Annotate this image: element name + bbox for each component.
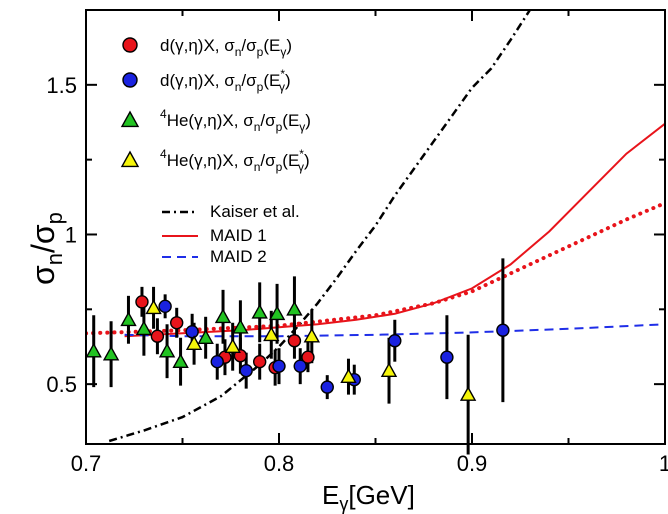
data-point-s3-3 [120,311,137,327]
data-point-s2-3 [210,354,224,369]
data-point-s3-8 [214,308,232,324]
curves-layer [86,10,665,443]
legend-label-part: (E [263,36,280,55]
data-point-s2-6 [293,359,307,373]
y-axis-title: σn/σp [25,212,67,285]
data-point-s2-4 [239,363,253,378]
legend-label-part: /σ [241,71,257,90]
x-tick-label: 0.9 [457,451,488,476]
legend-label-part: (E [282,151,299,170]
legend-label: d(γ,η)X, σn/σp(E* γ) [160,67,291,94]
legend-label-part: p [257,80,264,94]
curve-kaiser-et-al [108,10,531,443]
data-point-s4-4 [263,326,280,342]
legend-label-part: d(γ,η)X, σ [160,71,235,90]
legend-label-part: * [280,67,285,81]
legend-label-part: ) [305,111,311,130]
legend-label-part: d(γ,η)X, σ [160,36,235,55]
legend-label-part: (E [282,111,299,130]
x-tick-label: 0.7 [71,451,102,476]
axes-layer: 0.7 0.8 0.9 1 0.5 1 1.5 [46,9,668,476]
data-point-s1-6 [253,354,267,369]
data-point-s1-3 [170,316,184,330]
x-tick-label: 1 [659,451,668,476]
legend-label-part: /σ [260,111,276,130]
legend-label-part: p [276,120,283,134]
legend-label-part: ) [304,151,310,170]
data-point-s3-4 [135,320,153,336]
data-point-s2-7 [320,380,334,394]
legend-label-part: 4 [160,147,167,161]
data-point-s4-7 [380,362,398,377]
data-point-s1-2 [150,329,165,343]
data-point-s1-1 [135,295,149,309]
legend-label-part: γ [299,120,305,134]
data-point-s3-9 [232,318,249,334]
legend-label-part: n [254,160,261,174]
legend-label-part: p [276,160,283,174]
legend-label: d(γ,η)X, σn/σp(Eγ) [160,36,292,59]
data-point-s4-6 [340,368,357,383]
legend: d(γ,η)X, σn/σp(Eγ)d(γ,η)X, σn/σp(E* γ)4He… [120,36,311,266]
data-point-s3-11 [268,305,286,321]
data-point-s3-10 [251,303,268,319]
legend-line-label: Kaiser et al. [210,202,300,221]
legend-label: 4He(γ,η)X, σn/σp(Eγ) [160,107,311,134]
data-point-s4-8 [459,386,477,401]
data-point-s2-11 [496,323,510,337]
legend-label-part: ) [285,71,291,90]
data-point-s2-2 [185,325,199,339]
legend-label-part: /σ [241,36,257,55]
legend-label-part: γ [298,160,304,174]
legend-label-part: γ [279,80,285,94]
y-tick-label: 1 [65,222,77,247]
legend-label-part: n [235,80,242,94]
data-point-s2-1 [158,299,172,314]
data-point-s3-2 [102,345,120,361]
legend-label-part: /σ [260,151,276,170]
legend-line-label: MAID 2 [210,247,267,266]
curve-maid-1-dotted [86,201,665,336]
x-tick-label: 0.8 [264,451,295,476]
legend-label: 4He(γ,η)X, σn/σp(E* γ) [160,147,310,174]
legend-label-part: γ [280,45,286,59]
x-axis-title: Eγ[GeV] [322,480,415,514]
data-point-s4-5 [303,327,320,343]
data-point-s2-10 [440,350,454,364]
y-tick-label: 1.5 [46,73,77,98]
legend-marker [122,37,138,53]
legend-marker [120,150,140,168]
curve-maid-1 [124,122,665,338]
data-point-s2-9 [388,334,402,348]
data-point-s3-12 [286,300,303,316]
legend-label-part: p [257,45,264,59]
legend-label-part: (E [263,71,280,90]
data-point-s3-1 [85,342,102,358]
legend-label-part: He(γ,η)X, σ [167,151,255,170]
data-point-s1-8 [287,334,302,348]
data-point-s3-6 [172,353,189,368]
legend-label-part: He(γ,η)X, σ [167,111,255,130]
data-point-s4-3 [224,338,241,353]
legend-label-part: n [254,120,261,134]
legend-label-part: n [235,45,242,59]
data-point-s1-9 [301,350,315,364]
legend-label-part: * [299,147,304,161]
data-point-s4-2 [185,335,203,350]
legend-marker [122,72,138,88]
legend-label-part: ) [286,36,292,55]
legend-marker [120,110,140,128]
data-point-s3-5 [158,342,176,358]
points-layer [85,258,510,455]
data-point-s2-5 [272,359,286,373]
legend-line-label: MAID 1 [210,226,267,245]
legend-label-part: 4 [160,107,167,121]
data-point-s3-7 [197,329,214,344]
y-tick-label: 0.5 [46,372,77,397]
data-point-s4-1 [145,299,162,315]
